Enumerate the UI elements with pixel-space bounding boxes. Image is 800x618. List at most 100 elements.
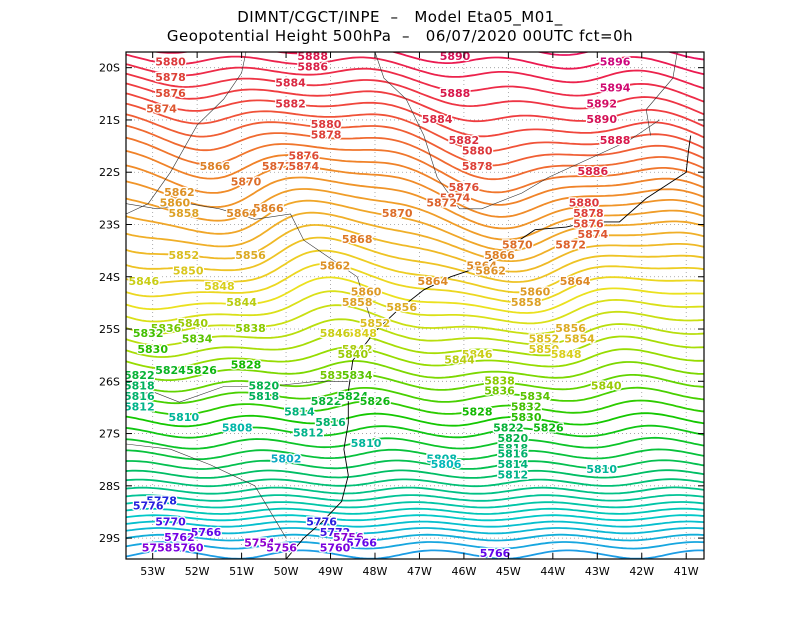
contour-label: 5882	[449, 134, 480, 147]
contour-line-5796	[126, 549, 704, 559]
contour-label: 5876	[155, 87, 186, 100]
contour-line-5898	[122, 0, 709, 2]
contour-line-5800	[126, 533, 704, 542]
graticule	[126, 52, 704, 559]
contour-label: 5858	[511, 296, 542, 309]
contour-line-5866	[126, 164, 704, 218]
contour-line-5826	[126, 424, 704, 439]
contour-label: 5760	[173, 542, 204, 555]
contour-line-5818	[126, 469, 704, 479]
contour-label: 5834	[182, 333, 213, 346]
contour-label: 5848	[204, 280, 235, 293]
contour-label: 5874	[577, 228, 608, 241]
contour-label: 5814	[284, 406, 315, 419]
contour-label: 5832	[133, 327, 164, 340]
contour-label: 5822	[311, 395, 342, 408]
contour-label: 5812	[497, 468, 528, 481]
contour-label: 5766	[191, 526, 222, 539]
contour-label: 5828	[462, 406, 493, 419]
contour-label: 5856	[555, 322, 586, 335]
state-border	[126, 203, 371, 319]
contour-line-5802	[126, 527, 704, 535]
x-tick-label: 50W	[274, 565, 299, 578]
contour-label: 5810	[351, 437, 382, 450]
contour-label: 5806	[431, 458, 462, 471]
contour-line-5798	[126, 541, 704, 550]
contour-label: 5766	[480, 547, 511, 560]
contour-label: 5874	[440, 191, 471, 204]
contour-label: 5852	[168, 249, 199, 262]
contour-label: 5860	[160, 197, 191, 210]
contour-label: 5824	[337, 390, 368, 403]
chart-title-line-1: DIMNT/CGCT/INPE – Model Eta05_M01_	[237, 8, 563, 26]
contour-line-5862	[126, 188, 704, 241]
contour-line-5876	[126, 102, 704, 153]
contour-label: 5826	[533, 421, 564, 434]
contour-line-5820	[126, 459, 704, 470]
contour-label: 5864	[466, 259, 497, 272]
x-tick-label: 48W	[363, 565, 388, 578]
contour-label: 5880	[569, 197, 600, 210]
contour-label: 5882	[275, 97, 306, 110]
contour-line-5874	[126, 113, 704, 167]
contour-label: 5826	[186, 364, 217, 377]
contour-label: 5844	[226, 296, 257, 309]
contour-label: 5864	[560, 275, 591, 288]
contour-label: 5890	[586, 113, 617, 126]
contour-line-5880	[126, 82, 704, 128]
contour-label: 5862	[475, 265, 506, 278]
contour-label: 5848	[551, 348, 582, 361]
contour-line-5850	[126, 262, 704, 304]
contour-label: 5884	[422, 113, 453, 126]
y-tick-label: 28S	[99, 480, 120, 493]
contour-label: 5878	[311, 129, 342, 142]
contour-label: 5840	[337, 348, 368, 361]
contour-label: 5862	[164, 186, 195, 199]
x-tick-label: 46W	[451, 565, 476, 578]
axis-ticks: 53W 52W 51W 50W 49W 48W 47W 46W 45W 44W 43W 42W 41W 2…	[99, 52, 704, 578]
contour-label: 5836	[484, 385, 515, 398]
contour-label: 5820	[248, 380, 279, 393]
contour-label: 5816	[497, 448, 528, 461]
contour-label: 5818	[248, 390, 279, 403]
x-tick-label: 43W	[585, 565, 610, 578]
contour-label: 5856	[235, 249, 266, 262]
contour-label: 5846	[320, 327, 351, 340]
contour-line-5840	[126, 332, 704, 358]
contour-label: 5876	[449, 181, 480, 194]
y-tick-label: 23S	[99, 218, 120, 231]
y-tick-label: 20S	[99, 62, 120, 75]
contour-label: 5828	[231, 359, 262, 372]
contour-label: 5880	[155, 56, 186, 69]
contour-line-5882	[126, 72, 704, 116]
contour-label: 5830	[511, 411, 542, 424]
y-tick-label: 26S	[99, 375, 120, 388]
contour-line-5854	[126, 236, 704, 283]
contour-label: 5866	[200, 160, 231, 173]
contour-label: 5876	[573, 218, 604, 231]
contour-label: 5870	[502, 238, 533, 251]
contour-line-5810	[126, 501, 704, 509]
contour-label: 5880	[462, 144, 493, 157]
coastline-path	[285, 135, 692, 559]
state-border	[645, 52, 678, 136]
contour-label: 5818	[497, 442, 528, 455]
contour-label: 5842	[342, 343, 373, 356]
contour-label: 5810	[586, 463, 617, 476]
contour-label: 5836	[320, 369, 351, 382]
contour-label: 5832	[511, 400, 542, 413]
contour-label: 5852	[360, 317, 391, 330]
contour-label: 5810	[168, 411, 199, 424]
contour-label: 5896	[600, 56, 631, 69]
contour-label: 5860	[351, 285, 382, 298]
contour-label: 5812	[293, 427, 324, 440]
contour-label: 5838	[484, 374, 515, 387]
y-tick-label: 29S	[99, 532, 120, 545]
contour-line-5870	[126, 136, 704, 194]
contour-label: 5854	[564, 333, 595, 346]
contour-line-5832	[126, 386, 704, 405]
contour-line-5896	[122, 0, 709, 16]
contour-label: 5886	[297, 61, 328, 74]
contour-label: 5866	[484, 249, 515, 262]
